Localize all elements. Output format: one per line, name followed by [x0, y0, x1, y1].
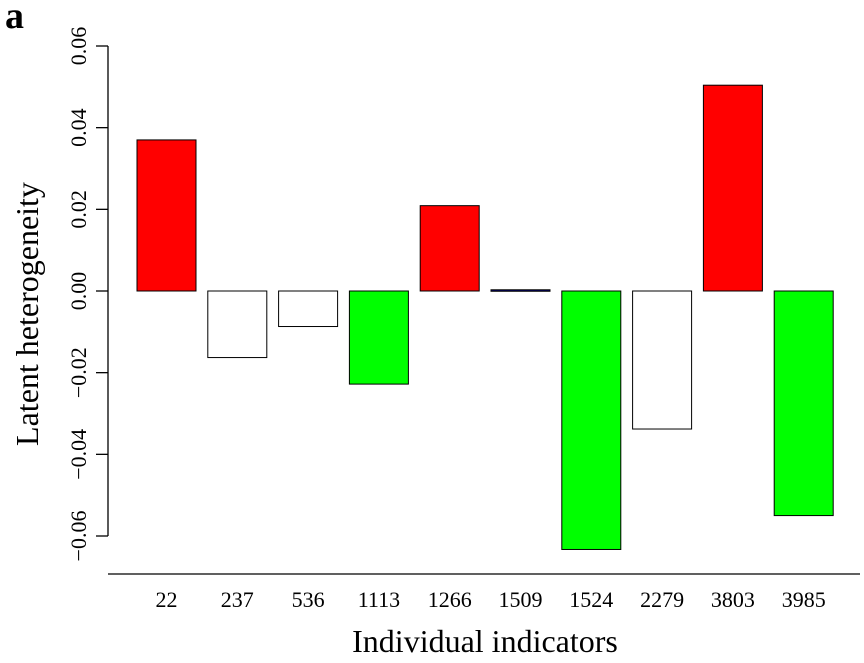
x-tick-label: 237	[221, 587, 254, 612]
y-tick-label: 0.06	[66, 27, 91, 66]
bars	[136, 84, 834, 550]
y-tick-label: −0.04	[66, 429, 91, 480]
y-tick-label: −0.06	[66, 511, 91, 562]
x-tick-label: 22	[156, 587, 178, 612]
x-tick-label: 1113	[358, 587, 400, 612]
x-tick-label: 2279	[640, 587, 684, 612]
x-axis: 22 237 536 1113 1266 1509 1524 2279 3803 3985	[108, 573, 860, 612]
bar-22	[136, 139, 197, 292]
y-axis-title: Latent heterogeneity	[9, 182, 45, 446]
bar-1266	[419, 205, 480, 292]
x-tick-label: 3803	[711, 587, 755, 612]
bar-3803	[702, 84, 763, 292]
x-tick-label: 1509	[499, 587, 543, 612]
bar-1509	[490, 289, 551, 292]
y-tick-label: −0.02	[66, 347, 91, 398]
x-tick-label: 536	[292, 587, 325, 612]
bar-1524	[561, 290, 622, 550]
y-tick-label: 0.02	[66, 190, 91, 229]
panel-label: a	[5, 0, 24, 37]
x-tick-label: 1266	[428, 587, 472, 612]
bar-3985	[773, 290, 834, 517]
x-tick-label: 3985	[782, 587, 826, 612]
bar-1113	[348, 290, 409, 385]
y-tick-label: 0.00	[66, 272, 91, 311]
y-tick-label: 0.04	[66, 108, 91, 146]
bar-237	[207, 290, 268, 359]
x-tick-label: 1524	[569, 587, 613, 612]
y-axis: −0.06 −0.04 −0.02 0.00 0.02 0.04 0.06	[66, 27, 109, 562]
bar-2279	[632, 290, 693, 430]
x-axis-title: Individual indicators	[352, 623, 618, 659]
bar-536	[278, 290, 339, 328]
